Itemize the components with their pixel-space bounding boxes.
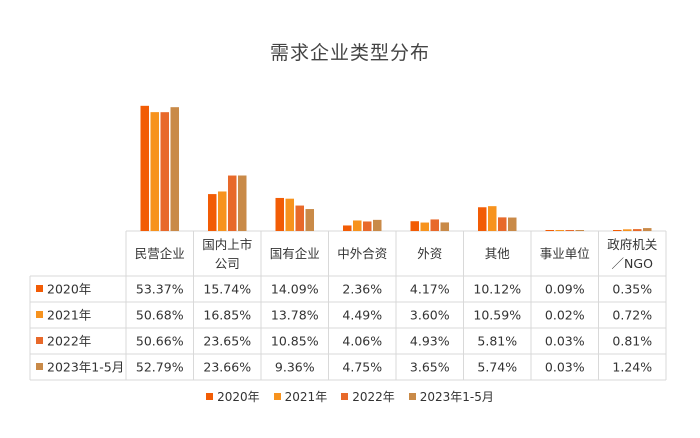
- bar-2022年-外资: [430, 219, 439, 231]
- bar-2021年-中外合资: [353, 220, 362, 231]
- data-label: 3.60%: [410, 308, 450, 323]
- bar-2020年-政府机关／NGO: [613, 230, 622, 231]
- legend-label: 2022年: [352, 390, 395, 404]
- bar-2021年-其他: [488, 206, 497, 231]
- data-label: 13.78%: [271, 308, 319, 323]
- bar-2023年1-5月-中外合资: [373, 219, 382, 231]
- data-label: 0.72%: [612, 308, 652, 323]
- bar-2023年1-5月-事业单位: [575, 230, 584, 231]
- data-label: 0.03%: [545, 360, 585, 375]
- legend-swatch: [206, 393, 214, 400]
- row-legend-swatch: [36, 285, 43, 292]
- category-label: 公司: [215, 256, 240, 271]
- bar-2021年-国有企业: [285, 198, 294, 231]
- row-legend-swatch: [36, 363, 43, 370]
- bar-2020年-中外合资: [343, 225, 352, 231]
- data-label: 10.85%: [271, 334, 319, 349]
- row-legend-swatch: [36, 337, 43, 344]
- data-label: 4.49%: [342, 308, 382, 323]
- bar-2023年1-5月-其他: [508, 217, 517, 231]
- row-label: 2023年1-5月: [47, 360, 124, 375]
- row-label: 2021年: [47, 308, 91, 323]
- bar-2023年1-5月-民营企业: [170, 107, 179, 231]
- data-label: 4.06%: [342, 334, 382, 349]
- category-label: 国有企业: [270, 246, 320, 261]
- bar-2022年-国内上市公司: [228, 175, 237, 231]
- bar-2022年-国有企业: [295, 205, 304, 231]
- legend-item: 2020年: [206, 388, 260, 405]
- legend-label: 2023年1-5月: [419, 390, 494, 404]
- data-label: 50.68%: [136, 308, 184, 323]
- bar-2020年-事业单位: [545, 230, 554, 231]
- legend-item: 2022年: [341, 388, 395, 405]
- legend-item: 2021年: [273, 388, 328, 405]
- bar-2023年1-5月-国内上市公司: [238, 175, 247, 231]
- data-label: 4.93%: [410, 334, 450, 349]
- category-label: 事业单位: [540, 246, 590, 261]
- data-label: 16.85%: [203, 308, 251, 323]
- category-label: 其他: [485, 246, 511, 261]
- data-label: 0.81%: [612, 334, 652, 349]
- bar-2023年1-5月-国有企业: [305, 209, 314, 231]
- row-label: 2020年: [47, 282, 91, 297]
- data-label: 9.36%: [275, 360, 315, 375]
- category-label: 国内上市: [202, 237, 252, 252]
- bar-2022年-其他: [498, 217, 507, 231]
- data-label: 4.75%: [342, 360, 382, 375]
- data-label: 23.65%: [203, 334, 251, 349]
- legend-item: 2023年1-5月: [408, 388, 494, 405]
- row-label: 2022年: [47, 334, 91, 349]
- bar-2021年-国内上市公司: [218, 191, 227, 231]
- bar-2021年-外资: [420, 222, 429, 231]
- bar-2020年-外资: [410, 221, 419, 231]
- data-label: 10.59%: [473, 308, 521, 323]
- bar-2020年-其他: [478, 207, 487, 231]
- category-label: 外资: [417, 246, 442, 261]
- data-label: 10.12%: [473, 282, 521, 297]
- data-label: 14.09%: [271, 282, 319, 297]
- legend-swatch: [341, 393, 349, 400]
- legend-swatch: [273, 393, 281, 400]
- legend-swatch: [408, 393, 416, 400]
- data-label: 23.66%: [203, 360, 251, 375]
- data-label: 4.17%: [410, 282, 450, 297]
- chart-title: 需求企业类型分布: [269, 42, 430, 64]
- data-label: 0.03%: [545, 334, 585, 349]
- bar-2021年-民营企业: [150, 112, 159, 231]
- category-label: 中外合资: [337, 246, 387, 261]
- data-label: 53.37%: [136, 282, 184, 297]
- bar-2022年-事业单位: [565, 230, 574, 231]
- data-label: 15.74%: [203, 282, 251, 297]
- data-label: 0.09%: [545, 282, 585, 297]
- data-label: 1.24%: [612, 360, 652, 375]
- data-label: 2.36%: [342, 282, 382, 297]
- data-label: 3.65%: [410, 360, 450, 375]
- category-label: 民营企业: [135, 246, 185, 261]
- bar-2023年1-5月-外资: [440, 222, 449, 231]
- data-label: 0.02%: [545, 308, 585, 323]
- chart-legend: 2020年 2021年 2022年 2023年1-5月: [0, 388, 700, 405]
- data-label: 0.35%: [612, 282, 652, 297]
- bar-2021年-事业单位: [555, 230, 564, 231]
- bar-2022年-中外合资: [363, 221, 372, 231]
- data-label: 50.66%: [136, 334, 184, 349]
- bar-2021年-政府机关／NGO: [623, 229, 632, 231]
- bar-2020年-民营企业: [140, 105, 149, 231]
- bar-2020年-国有企业: [275, 197, 284, 231]
- row-legend-swatch: [36, 311, 43, 318]
- data-label: 5.81%: [477, 334, 517, 349]
- category-label: ／NGO: [612, 256, 654, 271]
- data-label: 5.74%: [477, 360, 517, 375]
- bar-2022年-政府机关／NGO: [633, 229, 642, 231]
- category-label: 政府机关: [607, 237, 657, 252]
- bar-2020年-国内上市公司: [208, 194, 217, 231]
- bar-2023年1-5月-政府机关／NGO: [643, 228, 652, 231]
- legend-label: 2020年: [217, 390, 260, 404]
- bar-2022年-民营企业: [160, 112, 169, 231]
- legend-label: 2021年: [284, 390, 328, 404]
- data-label: 52.79%: [136, 360, 184, 375]
